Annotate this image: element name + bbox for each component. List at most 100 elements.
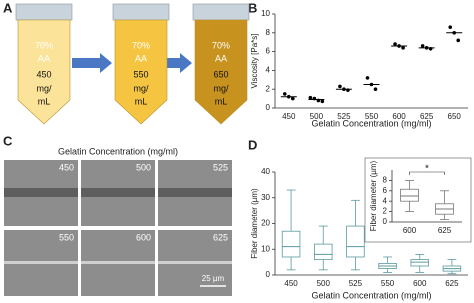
- data-point: [393, 42, 397, 46]
- data-point: [320, 99, 325, 104]
- tube-label: mL: [38, 96, 51, 106]
- micrograph-label: 450: [59, 162, 74, 172]
- micrograph-label: 600: [136, 232, 151, 242]
- x-tick-label: 600: [403, 226, 417, 235]
- data-point: [286, 94, 291, 99]
- tube-body: [114, 19, 168, 125]
- data-point: [401, 46, 405, 50]
- x-tick-label: 500: [317, 279, 331, 288]
- y-tick-label: 4: [266, 66, 271, 75]
- y-tick-label: 20: [261, 219, 270, 228]
- box: [314, 243, 333, 260]
- x-tick-label: 500: [310, 112, 324, 121]
- fiber: [81, 261, 155, 264]
- x-tick-label: 525: [349, 279, 363, 288]
- tube-label: AA: [135, 53, 147, 63]
- tube-label: 550: [133, 69, 148, 79]
- fiber: [4, 188, 78, 197]
- x-tick-label: 450: [284, 279, 298, 288]
- data-point: [342, 87, 346, 91]
- panel-letter: B: [248, 0, 257, 15]
- data-point: [316, 98, 321, 103]
- y-tick-label: 30: [261, 193, 270, 202]
- arrow: [72, 53, 112, 73]
- y-tick-label: 40: [261, 167, 270, 176]
- y-axis-label: Fiber diameter (µm): [369, 160, 378, 231]
- x-tick-label: 550: [365, 112, 379, 121]
- x-tick-label: 600: [413, 279, 427, 288]
- y-tick-label: 2: [383, 207, 388, 216]
- tube-label: 70%: [132, 40, 150, 50]
- x-tick-label: 625: [445, 279, 459, 288]
- x-tick-label: 625: [438, 226, 452, 235]
- panel-letter: A: [3, 0, 13, 15]
- tube-label: AA: [215, 53, 227, 63]
- fiber: [158, 188, 232, 197]
- micrograph-label: 500: [136, 162, 151, 172]
- x-tick-label: 450: [282, 112, 296, 121]
- micrograph-label: 625: [213, 232, 228, 242]
- data-point: [338, 84, 342, 89]
- tube-cap: [192, 3, 250, 21]
- data-point: [456, 38, 461, 43]
- tube-label: 650: [213, 69, 228, 79]
- box: [281, 230, 301, 258]
- tube-label: mL: [215, 96, 228, 106]
- micrograph-label: 525: [213, 162, 228, 172]
- data-point: [290, 96, 295, 101]
- data-point: [312, 96, 317, 101]
- micrograph-title: Gelatin Concentration (mg/ml): [58, 146, 178, 156]
- micrograph-label: 550: [59, 232, 74, 242]
- x-tick-label: 625: [420, 112, 434, 121]
- x-axis-label: Gelatin Concentration (mg/ml): [311, 118, 431, 128]
- tube-label: mL: [135, 96, 148, 106]
- y-tick-label: 0: [266, 103, 271, 112]
- tube-label: mg/: [36, 83, 52, 93]
- y-tick-label: 4: [383, 196, 388, 205]
- tube-body: [194, 19, 248, 125]
- x-tick-label: 650: [448, 112, 462, 121]
- y-tick-label: 0: [383, 217, 388, 226]
- data-point: [428, 46, 433, 51]
- tube-label: 70%: [212, 40, 230, 50]
- tube-cap: [112, 3, 170, 21]
- y-tick-label: 6: [266, 47, 271, 56]
- y-tick-label: 8: [266, 28, 271, 37]
- significance-bracket: [409, 171, 445, 175]
- data-point: [308, 95, 313, 100]
- y-tick-label: 10: [261, 244, 270, 253]
- x-axis-label: Gelatin Concentration (mg/ml): [311, 290, 431, 300]
- y-tick-label: 0: [266, 270, 271, 279]
- y-tick-label: 8: [383, 176, 388, 185]
- box: [346, 225, 365, 258]
- data-point: [397, 44, 401, 48]
- y-axis-label: Viscosity [Pa*s]: [250, 34, 259, 89]
- y-tick-label: 10: [261, 9, 270, 18]
- data-point: [452, 31, 457, 35]
- fiber: [81, 188, 155, 197]
- data-point: [369, 82, 374, 87]
- box: [410, 259, 429, 267]
- tube-label: AA: [38, 53, 50, 63]
- data-point: [346, 88, 350, 92]
- y-tick-label: 2: [266, 84, 271, 93]
- fiber: [158, 261, 232, 264]
- data-point: [448, 25, 453, 29]
- scale-bar-label: 25 µm: [202, 274, 225, 283]
- data-point: [365, 76, 370, 80]
- box: [400, 188, 419, 202]
- data-point: [373, 87, 378, 91]
- x-tick-label: 550: [381, 279, 395, 288]
- data-point: [424, 46, 429, 50]
- tube-cap: [15, 3, 73, 21]
- tube-label: mg/: [213, 83, 229, 93]
- y-tick-label: 6: [383, 186, 388, 195]
- significance-label: *: [425, 164, 429, 175]
- tube-label: 70%: [35, 40, 53, 50]
- tube-label: mg/: [133, 83, 149, 93]
- y-axis-label: Fiber diameter (µm): [250, 188, 259, 259]
- x-tick-label: 600: [392, 112, 406, 121]
- data-point: [282, 92, 287, 96]
- fiber: [4, 261, 78, 264]
